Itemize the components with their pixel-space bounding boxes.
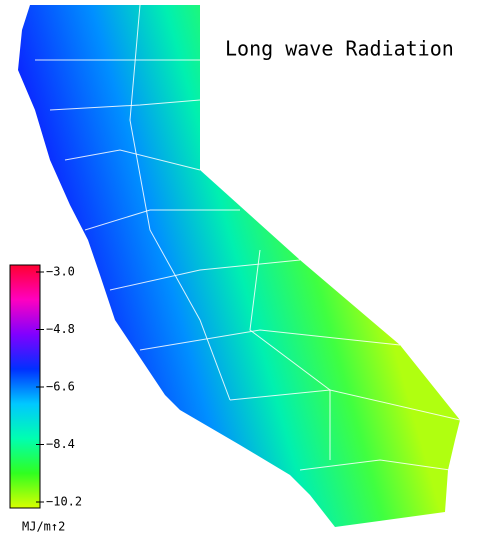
colorbar-label: MJ/m↑2 <box>22 520 65 534</box>
colorbar-tick-label: −6.6 <box>46 380 75 394</box>
colorbar-tick-label: −3.0 <box>46 265 75 279</box>
colorbar-tick-label: −8.4 <box>46 437 75 451</box>
county-lines <box>35 4 461 471</box>
colorbar-tick-label: −4.8 <box>46 322 75 336</box>
map-title: Long wave Radiation <box>225 37 454 61</box>
colorbar-tick-label: −10.2 <box>46 495 82 509</box>
colorbar <box>9 264 41 509</box>
